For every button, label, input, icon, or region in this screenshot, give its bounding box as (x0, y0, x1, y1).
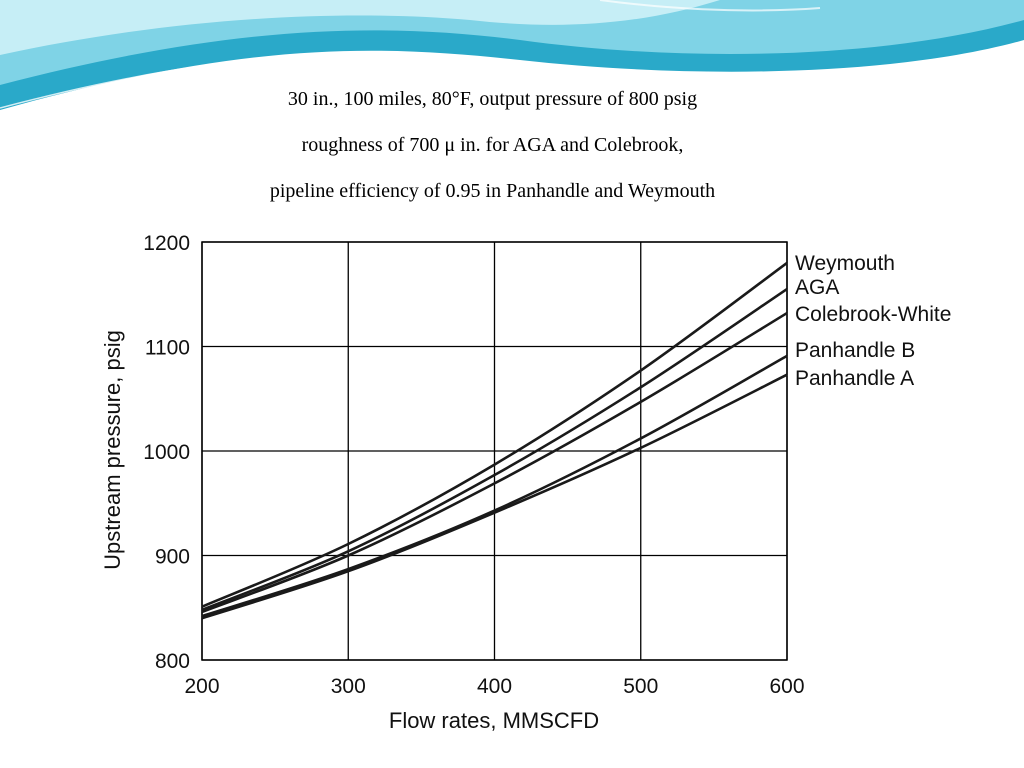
y-tick-label: 900 (155, 546, 190, 569)
slide-header-banner (0, 0, 1024, 110)
banner-highlight-line (0, 41, 1024, 109)
caption-line-3: pipeline efficiency of 0.95 in Panhandle… (269, 180, 716, 202)
x-tick-label: 400 (477, 675, 512, 698)
legend-label-colebrook-white: Colebrook-White (795, 303, 951, 326)
series-line-panhandle-a (201, 373, 788, 620)
x-tick-label: 200 (184, 675, 219, 698)
legend-label-panhandle-b: Panhandle B (795, 339, 915, 362)
y-axis-title: Upstream pressure, psig (100, 330, 125, 570)
legend-label-weymouth: Weymouth (795, 252, 895, 275)
banner-wave-mid (0, 0, 1024, 85)
plot-frame (201, 241, 788, 661)
x-tick-label: 500 (623, 675, 658, 698)
legend-label-aga: AGA (795, 276, 839, 299)
series-line-aga (201, 287, 788, 612)
y-tick-label: 1100 (145, 337, 190, 360)
series-line-panhandle-b (201, 354, 788, 618)
x-tick-label: 300 (331, 675, 366, 698)
y-tick-label: 800 (155, 650, 190, 673)
caption-line-1: 30 in., 100 miles, 80°F, output pressure… (287, 88, 698, 110)
x-axis-title: Flow rates, MMSCFD (389, 708, 599, 733)
x-tick-label: 600 (769, 675, 804, 698)
series-line-weymouth (201, 261, 788, 608)
series-layer (201, 261, 788, 620)
legend-label-panhandle-a: Panhandle A (795, 367, 914, 390)
banner-highlight-line-2 (599, 0, 821, 12)
banner-wave-light (0, 0, 720, 55)
series-line-colebrook-white (201, 311, 788, 614)
y-tick-label: 1200 (143, 232, 190, 255)
tick-layer: 200 300 400 500 600 800 900 1000 1100 1200 (143, 232, 804, 698)
grid-layer (201, 241, 788, 661)
caption-line-2: roughness of 700 μ in. for AGA and Coleb… (301, 134, 684, 156)
y-tick-label: 1000 (143, 441, 190, 464)
